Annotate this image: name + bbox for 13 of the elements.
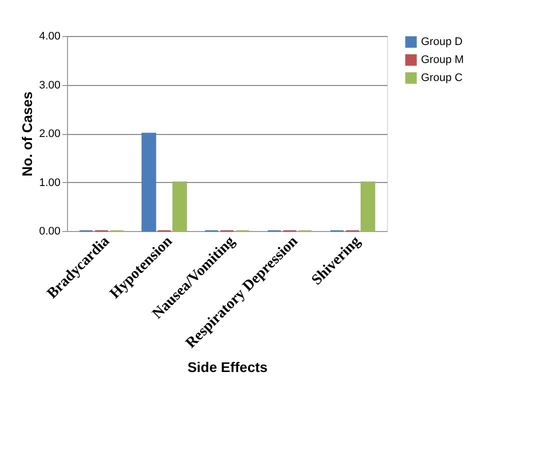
bar: [142, 132, 156, 232]
y-tick-label: 2.00: [39, 128, 60, 140]
legend-label: Group C: [421, 72, 463, 84]
y-axis-title: No. of Cases: [19, 91, 36, 176]
y-tick-label: 1.00: [39, 176, 60, 189]
legend-label: Group M: [421, 54, 464, 66]
y-tick-label: 3.00: [39, 79, 60, 92]
y-tick-label: 4.00: [39, 30, 60, 42]
x-axis-title: Side Effects: [187, 358, 268, 375]
bar: [360, 182, 376, 232]
legend-label: Group D: [421, 36, 463, 48]
y-tick-label: 0.00: [39, 226, 60, 238]
bar: [172, 182, 187, 232]
